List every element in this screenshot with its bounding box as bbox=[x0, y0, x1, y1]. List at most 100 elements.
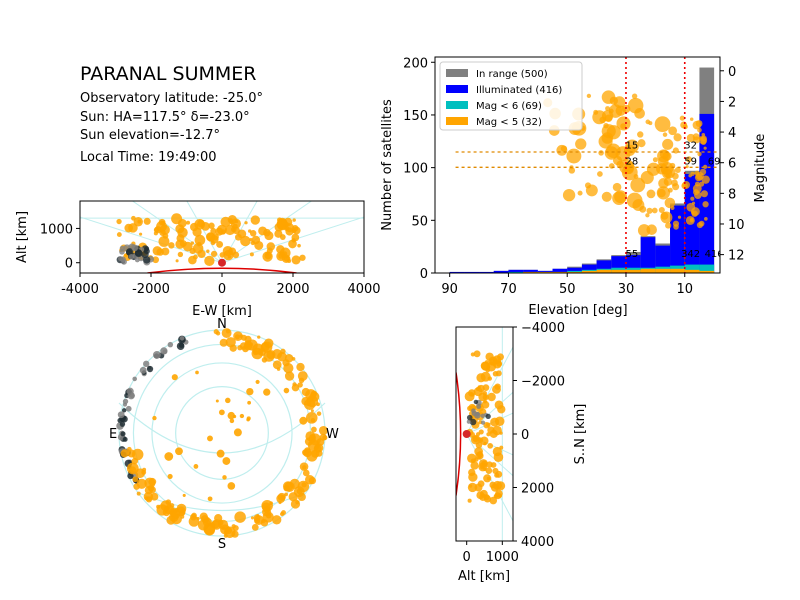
info-sun-elevation: Sun elevation=-12.7° bbox=[80, 128, 220, 143]
histogram-magnitude-point bbox=[645, 213, 650, 218]
ns-satellite-point bbox=[468, 484, 473, 488]
ew-satellite-point bbox=[186, 220, 191, 225]
histogram-magnitude-point bbox=[646, 189, 656, 199]
sky-satellite-point bbox=[169, 503, 175, 508]
ns-satellite-point bbox=[495, 470, 503, 478]
histogram-bar-mag6 bbox=[699, 264, 715, 273]
histogram-magnitude-point bbox=[575, 138, 587, 150]
ns-ticks: 0 1000 −4000 −2000 0 2000 4000 bbox=[463, 321, 565, 565]
histogram-magnitude-point bbox=[703, 146, 707, 150]
histogram-bar-illuminated bbox=[567, 267, 582, 273]
histogram-magnitude-point bbox=[625, 139, 639, 154]
histogram-magnitude-point bbox=[673, 224, 679, 230]
histogram-legend: In range (500) Illuminated (416) Mag < 6 (… bbox=[439, 61, 583, 131]
sky-satellite-point bbox=[175, 447, 183, 456]
histogram-bar-illuminated bbox=[581, 264, 597, 273]
ew-satellite-point bbox=[177, 251, 184, 258]
sky-satellite-point bbox=[272, 349, 283, 360]
ns-satellite-point bbox=[470, 461, 479, 470]
ew-satellite-point bbox=[227, 255, 232, 259]
ns-satellite-point bbox=[486, 476, 491, 481]
histogram-magnitude-point bbox=[652, 157, 658, 163]
histogram-magnitude-point bbox=[637, 224, 651, 237]
sky-satellite-point bbox=[318, 425, 328, 435]
ns-satellite-point bbox=[494, 400, 504, 410]
histogram-bar-illuminated bbox=[670, 205, 685, 273]
histogram-plot-area: 15 32 28 59 69 55 342 416 bbox=[449, 57, 720, 273]
histogram-count-annotation: 28 bbox=[625, 156, 638, 167]
ew-satellite-point bbox=[139, 232, 143, 236]
sky-satellite-point bbox=[225, 329, 231, 334]
sky-satellite-point bbox=[120, 449, 129, 458]
histogram-y2tick-label: 0 bbox=[728, 65, 736, 80]
ew-xlabel: E-W [km] bbox=[192, 304, 252, 319]
ns-satellite-point bbox=[476, 451, 483, 458]
ns-satellite-point bbox=[481, 361, 491, 371]
histogram-xtick-label: 70 bbox=[500, 282, 517, 297]
ew-shadow-point bbox=[131, 244, 139, 252]
ns-ytick-label: 0 bbox=[521, 428, 529, 443]
histogram-magnitude-point bbox=[672, 147, 679, 154]
ew-shadow-point bbox=[128, 253, 135, 260]
ew-satellite-point bbox=[266, 242, 276, 251]
sky-satellite-point bbox=[297, 371, 308, 381]
ns-satellite-point bbox=[483, 421, 490, 429]
histogram-legend-swatch bbox=[446, 69, 468, 77]
histogram-magnitude-point bbox=[637, 131, 644, 138]
ns-satellite-point bbox=[487, 376, 492, 381]
ew-satellite-point bbox=[232, 226, 240, 235]
histogram-magnitude-point bbox=[566, 148, 582, 164]
ns-shadow-point bbox=[480, 413, 486, 419]
sky-satellite-point bbox=[136, 478, 147, 489]
sky-satellite-point bbox=[250, 516, 255, 520]
ew-satellite-point bbox=[291, 255, 301, 265]
ew-shadow-point bbox=[134, 249, 142, 257]
ns-satellite-point bbox=[486, 461, 493, 468]
histogram-y2tick-label: 2 bbox=[728, 95, 736, 110]
sky-satellite-point bbox=[316, 411, 322, 416]
histogram-y2tick-label: 8 bbox=[728, 187, 736, 202]
ew-satellite-point bbox=[219, 252, 226, 258]
ns-shadow-point bbox=[474, 411, 481, 419]
histogram-magnitude-point bbox=[612, 182, 622, 192]
ns-shadow-point bbox=[466, 419, 471, 424]
ew-satellite-point bbox=[299, 254, 306, 261]
histogram-axes-frame bbox=[434, 56, 721, 274]
histogram-magnitude-point bbox=[657, 156, 669, 167]
sky-satellite-point bbox=[255, 379, 260, 384]
histogram-bar-mag6 bbox=[684, 264, 700, 273]
sky-shadow-point bbox=[117, 418, 123, 423]
sky-satellite-point bbox=[247, 400, 251, 405]
ew-ytick-label: 1000 bbox=[40, 222, 73, 237]
ew-satellite-point bbox=[156, 220, 167, 232]
histogram-magnitude-point bbox=[620, 123, 626, 129]
histogram-magnitude-point bbox=[592, 110, 607, 125]
ns-satellite-point bbox=[473, 350, 481, 358]
histogram-magnitude-point bbox=[605, 106, 610, 111]
ns-horizon-curve bbox=[456, 372, 462, 496]
ew-satellite-point bbox=[116, 232, 122, 237]
ew-satellite-point bbox=[116, 218, 122, 225]
ew-satellite-point bbox=[168, 242, 175, 249]
histogram-bar-illuminated bbox=[493, 270, 509, 273]
histogram-bar-mag5 bbox=[552, 271, 568, 273]
ew-satellite-point bbox=[250, 240, 256, 246]
ew-satellite-point bbox=[227, 215, 237, 225]
ns-shadow-point bbox=[480, 420, 486, 425]
ew-satellite-point bbox=[210, 250, 218, 258]
sky-satellite-point bbox=[301, 387, 310, 397]
ew-satellite-point bbox=[281, 254, 291, 264]
ew-panel: -4000 -2000 0 2000 4000 0 1000 E-W [km] Alt [k… bbox=[15, 200, 381, 319]
histogram-bar-mag5 bbox=[567, 271, 582, 273]
ns-satellite-point bbox=[478, 429, 484, 435]
ew-shadow-point bbox=[120, 256, 126, 263]
histogram-magnitude-point bbox=[699, 181, 705, 187]
sky-satellite-point bbox=[227, 482, 236, 490]
sky-shadow-point bbox=[179, 336, 185, 341]
sky-satellite-point bbox=[222, 457, 231, 465]
ew-satellite-point bbox=[292, 226, 301, 235]
sky-satellite-point bbox=[305, 474, 315, 485]
sky-satellite-point bbox=[291, 383, 300, 392]
ns-shadow-point bbox=[469, 418, 477, 426]
